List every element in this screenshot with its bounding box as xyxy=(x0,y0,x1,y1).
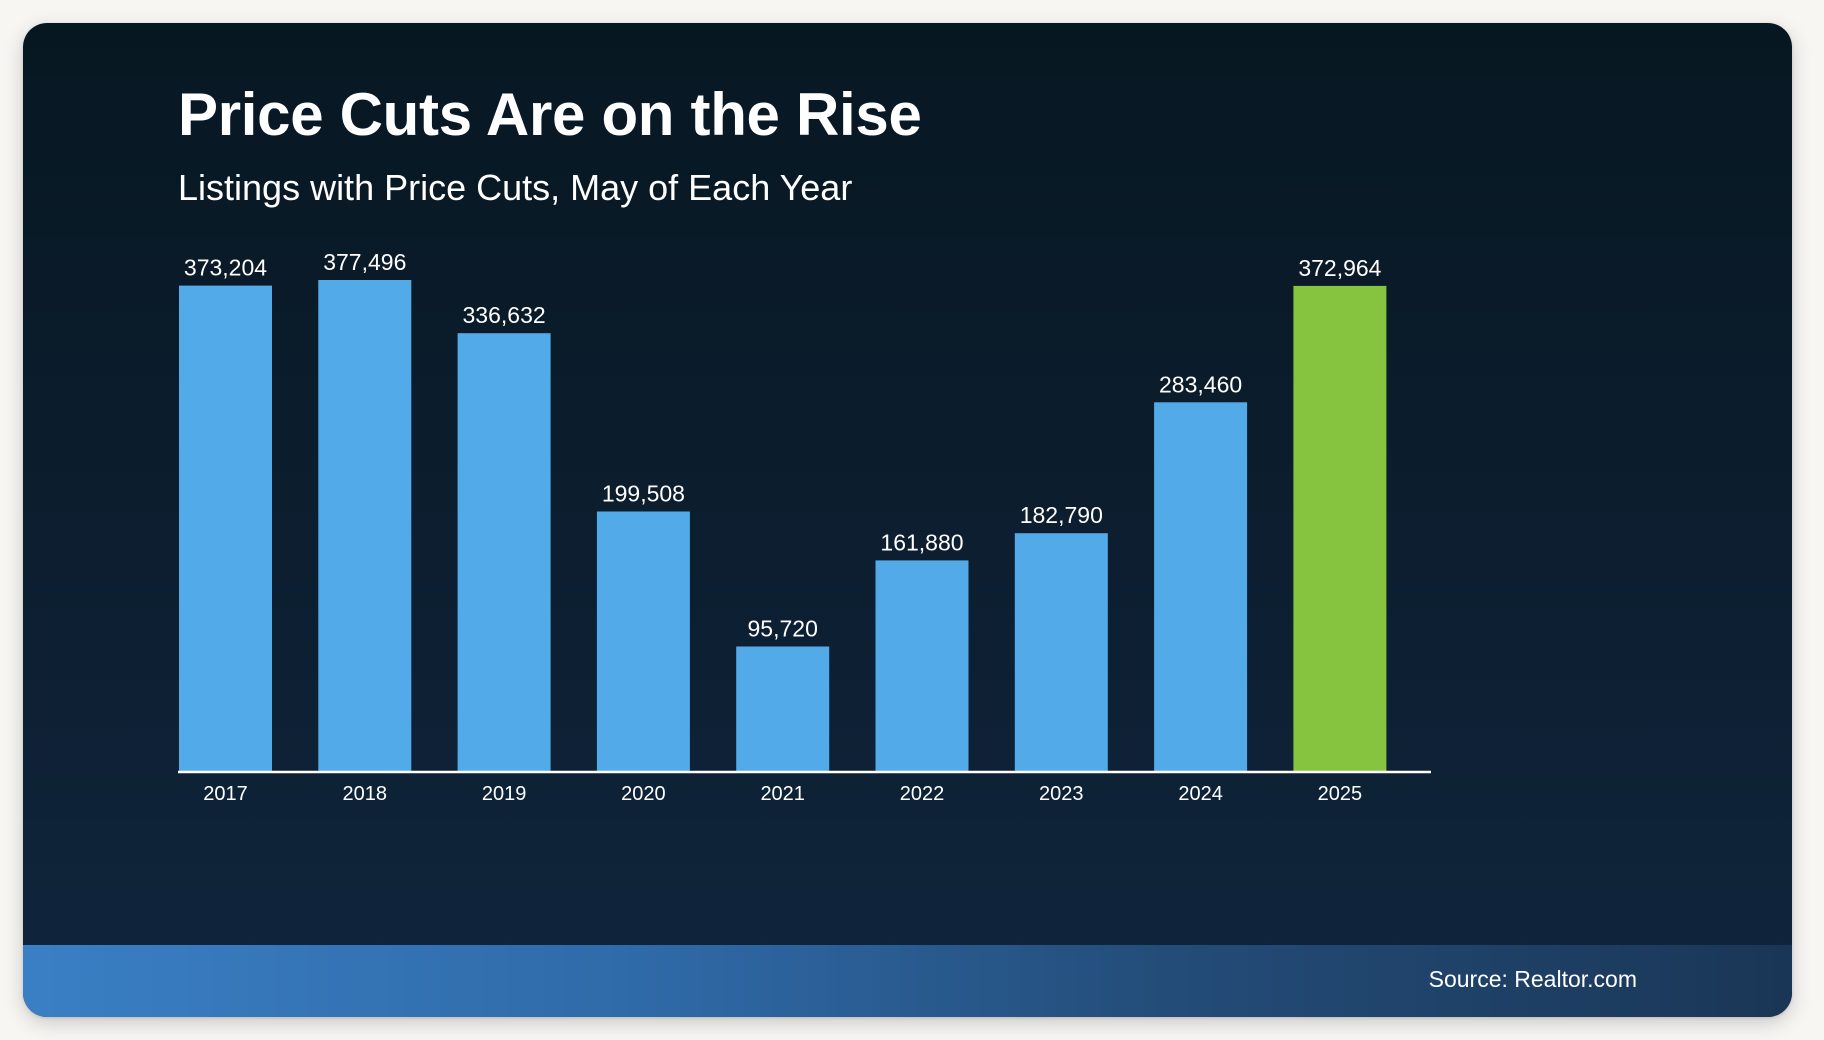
data-label-2020: 199,508 xyxy=(602,481,685,507)
bar-2020 xyxy=(596,511,690,771)
bar-2021 xyxy=(736,646,830,771)
x-tick-label-2018: 2018 xyxy=(343,783,388,805)
data-label-2025: 372,964 xyxy=(1298,255,1381,281)
bar-2022 xyxy=(875,560,969,771)
data-label-2019: 336,632 xyxy=(463,302,546,328)
x-tick-label-2022: 2022 xyxy=(900,783,945,805)
x-tick-label-2019: 2019 xyxy=(482,783,527,805)
bar-2019 xyxy=(457,333,551,771)
bar-2024 xyxy=(1154,402,1248,771)
data-label-2024: 283,460 xyxy=(1159,371,1242,397)
bar-chart: 373,204 2017 377,496 2018 336,632 2019 199,508… xyxy=(178,249,1431,805)
chart-card: Price Cuts Are on the Rise Listings with… xyxy=(23,23,1792,1017)
x-tick-label-2024: 2024 xyxy=(1178,783,1223,805)
chart-subtitle: Listings with Price Cuts, May of Each Ye… xyxy=(178,167,853,208)
x-tick-label-2021: 2021 xyxy=(760,783,805,805)
x-tick-label-2025: 2025 xyxy=(1318,783,1363,805)
bar-2025 xyxy=(1293,285,1387,771)
chart-title: Price Cuts Are on the Rise xyxy=(178,81,922,148)
footer-band: Source: Realtor.com xyxy=(23,945,1792,1017)
data-label-2023: 182,790 xyxy=(1020,502,1103,528)
bar-2018 xyxy=(318,280,412,771)
source-credit: Source: Realtor.com xyxy=(1428,966,1637,992)
bar-2023 xyxy=(1014,533,1108,771)
data-label-2017: 373,204 xyxy=(184,255,267,281)
x-tick-label-2017: 2017 xyxy=(203,783,248,805)
x-tick-label-2020: 2020 xyxy=(621,783,666,805)
data-label-2021: 95,720 xyxy=(748,616,818,642)
data-label-2018: 377,496 xyxy=(323,249,406,275)
x-tick-label-2023: 2023 xyxy=(1039,783,1084,805)
bar-2017 xyxy=(179,285,272,771)
data-label-2022: 161,880 xyxy=(880,529,963,555)
